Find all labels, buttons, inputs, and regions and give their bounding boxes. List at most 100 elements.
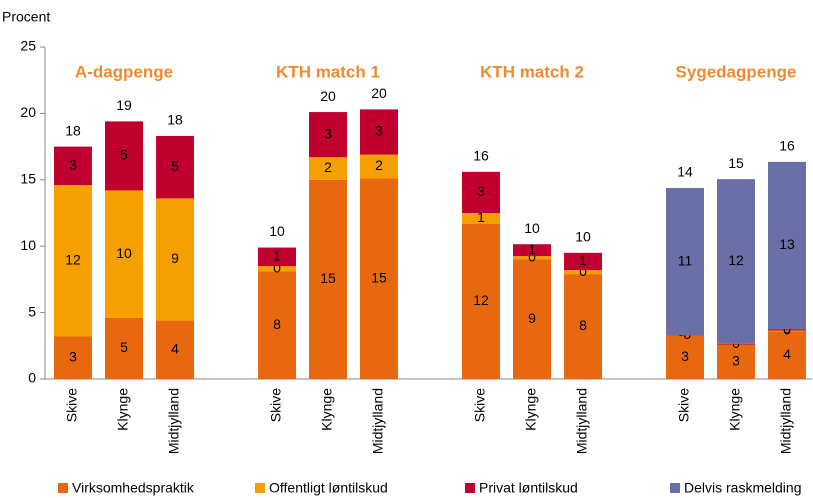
legend-swatch bbox=[255, 483, 265, 493]
total-label: 18 bbox=[65, 122, 81, 138]
data-label: 10 bbox=[116, 245, 132, 261]
x-tick-label: Klynge bbox=[523, 388, 539, 431]
legend-swatch bbox=[670, 483, 680, 493]
total-label: 16 bbox=[473, 148, 489, 164]
data-label: 4 bbox=[783, 346, 791, 362]
total-label: 14 bbox=[677, 164, 693, 180]
bar-segment bbox=[309, 157, 347, 180]
data-label: 1 bbox=[579, 252, 587, 268]
legend-swatch bbox=[465, 483, 475, 493]
bar-segment bbox=[105, 121, 143, 191]
bar-segment bbox=[768, 330, 806, 332]
data-label: 3 bbox=[681, 348, 689, 364]
data-label: 12 bbox=[65, 252, 81, 268]
bar-segment bbox=[360, 109, 398, 155]
bar-segment bbox=[666, 188, 704, 336]
legend-label: Privat løntilskud bbox=[479, 480, 578, 496]
total-label: 18 bbox=[167, 112, 183, 128]
legend-label: Offentligt løntilskud bbox=[269, 480, 388, 496]
bar-segment bbox=[258, 247, 296, 267]
data-label: 1 bbox=[273, 248, 281, 264]
group-label: KTH match 2 bbox=[480, 62, 584, 81]
data-label: 15 bbox=[371, 269, 387, 285]
bar-segment bbox=[462, 171, 500, 213]
x-tick-label: Skive bbox=[676, 388, 692, 422]
bar-segment bbox=[768, 329, 806, 331]
y-tick-label: 20 bbox=[20, 104, 36, 120]
data-label: 8 bbox=[273, 316, 281, 332]
bar-segment bbox=[105, 190, 143, 318]
bar-segment bbox=[156, 320, 194, 379]
bar-segment bbox=[462, 223, 500, 379]
x-tick-label: Klynge bbox=[319, 388, 335, 431]
bar-segment bbox=[156, 198, 194, 321]
bar-segment bbox=[564, 270, 602, 275]
bar-segment bbox=[666, 335, 704, 379]
bar-segment bbox=[768, 331, 806, 379]
bar-segment bbox=[513, 244, 551, 257]
bar-segment bbox=[54, 336, 92, 379]
data-label: 3 bbox=[375, 123, 383, 139]
bar-segment bbox=[564, 274, 602, 379]
data-label: 5 bbox=[120, 147, 128, 163]
data-label: 0 bbox=[273, 259, 281, 275]
data-label: 5 bbox=[171, 158, 179, 174]
y-axis-label: Procent bbox=[2, 9, 50, 25]
data-label: 9 bbox=[171, 250, 179, 266]
y-tick-label: 5 bbox=[28, 303, 36, 319]
total-label: 10 bbox=[575, 229, 591, 245]
data-label: 12 bbox=[728, 252, 744, 268]
bar-segment bbox=[564, 252, 602, 271]
bar-segment bbox=[513, 259, 551, 379]
data-label: 3 bbox=[69, 157, 77, 173]
data-label: 15 bbox=[320, 270, 336, 286]
x-tick-label: Midtjylland bbox=[370, 388, 386, 454]
total-label: 10 bbox=[269, 223, 285, 239]
bar-segment bbox=[309, 179, 347, 379]
data-label: 12 bbox=[473, 292, 489, 308]
x-tick-label: Midtjylland bbox=[166, 388, 182, 454]
bar-segment bbox=[513, 256, 551, 260]
legend-swatch bbox=[58, 483, 68, 493]
x-tick-label: Midtjylland bbox=[574, 388, 590, 454]
data-label: 5 bbox=[120, 339, 128, 355]
bar-segment bbox=[360, 154, 398, 179]
bar-segment bbox=[462, 213, 500, 224]
data-label: 9 bbox=[528, 310, 536, 326]
x-tick-label: Midtjylland bbox=[778, 388, 794, 454]
group-label: KTH match 1 bbox=[276, 62, 380, 81]
data-label: 3 bbox=[477, 183, 485, 199]
x-tick-label: Skive bbox=[472, 388, 488, 422]
bar-segment bbox=[309, 112, 347, 158]
legend-label: Delvis raskmelding bbox=[684, 480, 801, 496]
legend-label: Virksomhedspraktik bbox=[72, 480, 195, 496]
bar-segment bbox=[105, 317, 143, 379]
bar-segment bbox=[54, 185, 92, 337]
y-tick-label: 15 bbox=[20, 171, 36, 187]
x-tick-label: Skive bbox=[268, 388, 284, 422]
bar-segment bbox=[717, 179, 755, 344]
bar-segment bbox=[156, 135, 194, 199]
y-tick-label: 0 bbox=[28, 370, 36, 386]
data-label: 0 bbox=[528, 249, 536, 265]
total-label: 16 bbox=[779, 138, 795, 154]
total-label: 19 bbox=[116, 97, 132, 113]
data-label: 0 bbox=[579, 263, 587, 279]
bar-segment bbox=[768, 161, 806, 330]
data-label: 11 bbox=[678, 252, 693, 268]
data-label: 4 bbox=[171, 340, 179, 356]
data-label: 3 bbox=[69, 348, 77, 364]
bar-segment bbox=[360, 178, 398, 379]
y-tick-label: 25 bbox=[20, 38, 36, 54]
bar-segment bbox=[258, 266, 296, 272]
data-label: 8 bbox=[579, 317, 587, 333]
data-label: 2 bbox=[324, 159, 332, 175]
bar-segment bbox=[717, 343, 755, 345]
total-label: 10 bbox=[524, 220, 540, 236]
group-label: A-dagpenge bbox=[75, 62, 173, 81]
x-tick-label: Skive bbox=[64, 388, 80, 422]
data-label: 1 bbox=[477, 209, 485, 225]
data-label: 1 bbox=[528, 241, 536, 257]
y-tick-label: 10 bbox=[20, 237, 36, 253]
